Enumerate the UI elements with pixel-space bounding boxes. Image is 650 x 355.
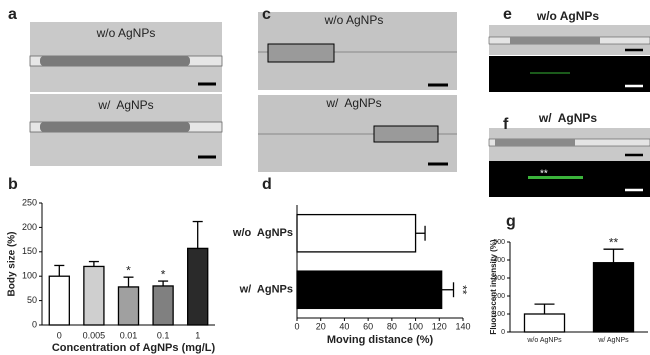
x-tick-label: 80 (387, 321, 397, 331)
image-label: w/ AgNPs (97, 98, 153, 112)
y-tick-label: 0 (501, 329, 505, 336)
x-tick-label: 0 (294, 321, 299, 331)
x-tick-label: 120 (432, 321, 447, 331)
y-tick-label: 50 (27, 295, 37, 305)
bar (152, 285, 174, 326)
y-tick-label: 100 (22, 271, 37, 281)
y-tick-label: 200 (22, 222, 37, 232)
bar (523, 313, 566, 333)
bar (296, 213, 417, 253)
panel-label: d (262, 176, 272, 193)
x-tick-label: 60 (363, 321, 373, 331)
panel-label: f (503, 116, 509, 133)
image-label: w/o AgNPs (96, 26, 156, 40)
x-tick-label: 0.005 (83, 330, 106, 340)
bar (117, 286, 140, 326)
y-tick-label: w/ AgNPs (239, 284, 293, 296)
image-label: w/ AgNPs (538, 111, 598, 125)
annotation: * (126, 263, 131, 277)
x-tick-label: 0 (57, 330, 62, 340)
y-tick-label: w/o AgNPs (232, 227, 293, 239)
x-tick-label: 1 (195, 330, 200, 340)
annotation: * (161, 267, 166, 281)
panel-label: g (506, 213, 516, 230)
bar (48, 275, 70, 326)
panel-label: a (8, 6, 17, 23)
x-tick-label: 100 (408, 321, 423, 331)
panel-label: b (8, 176, 18, 193)
y-axis-title: Body size (%) (7, 231, 18, 296)
y-tick-label: 250 (22, 197, 37, 207)
annotation: ** (455, 285, 469, 295)
y-tick-label: 200 (493, 293, 505, 300)
x-tick-label: 140 (455, 321, 470, 331)
y-tick-label: 100 (493, 311, 505, 318)
y-tick-label: 0 (32, 319, 37, 329)
x-tick-label: w/o AgNPs (526, 337, 562, 344)
y-axis-title: Fluorescent intensity (%) (489, 239, 498, 334)
panel-label: e (503, 6, 512, 23)
image-label: w/o AgNPs (324, 13, 384, 27)
y-tick-label: 400 (493, 257, 505, 264)
panel-label: c (262, 6, 271, 23)
y-tick-label: 500 (493, 239, 505, 246)
image-annotation: ** (540, 169, 548, 180)
image-label: w/ AgNPs (325, 96, 381, 110)
x-tick-label: 40 (339, 321, 349, 331)
x-tick-label: 0.1 (157, 330, 170, 340)
y-tick-label: 300 (493, 275, 505, 282)
bar (187, 247, 209, 326)
y-tick-label: 150 (22, 246, 37, 256)
annotation: ** (609, 235, 619, 249)
bar (296, 270, 443, 310)
x-axis-title: Concentration of AgNPs (mg/L) (52, 342, 216, 354)
x-axis-title: Moving distance (%) (327, 334, 434, 346)
x-tick-label: 20 (316, 321, 326, 331)
bar (592, 262, 635, 333)
micrograph (488, 25, 650, 197)
x-tick-label: 0.01 (120, 330, 138, 340)
image-label: w/o AgNPs (536, 9, 600, 23)
x-tick-label: w/ AgNPs (597, 337, 629, 344)
micrograph (258, 12, 457, 172)
micrograph (29, 22, 223, 166)
bar (83, 265, 105, 326)
